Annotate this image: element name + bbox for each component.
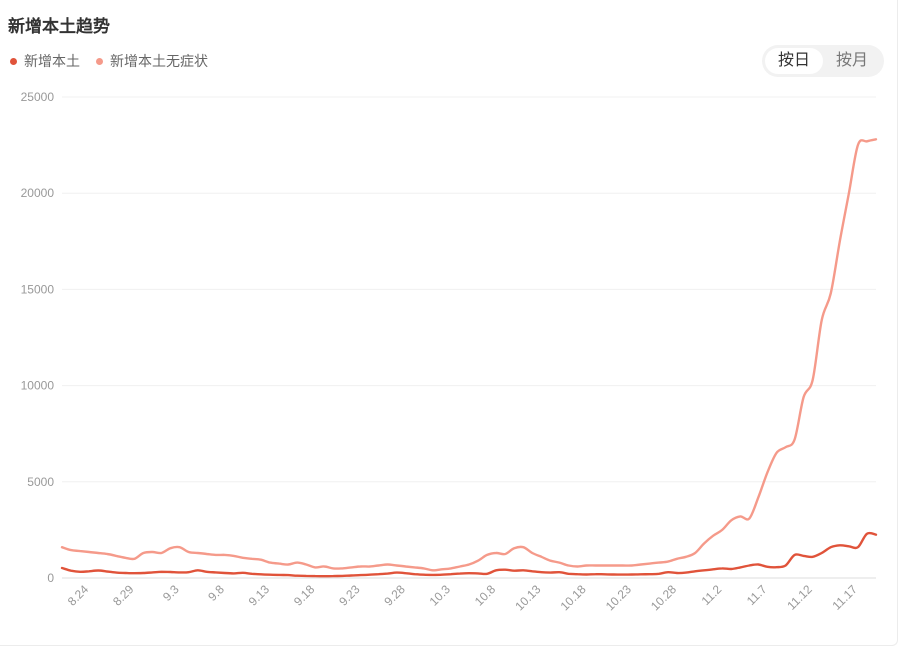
- x-tick-label: 11.2: [699, 582, 725, 608]
- y-tick-label: 0: [47, 571, 54, 585]
- legend-dot-local: [10, 57, 17, 65]
- x-tick-label: 8.29: [110, 582, 137, 609]
- legend-label-asymptomatic: 新增本土无症状: [110, 53, 208, 69]
- x-tick-label: 10.28: [648, 582, 679, 613]
- x-tick-label: 11.7: [744, 582, 770, 608]
- y-tick-label: 15000: [21, 282, 55, 296]
- period-toggle: 按日 按月: [762, 45, 884, 77]
- legend-dot-asymptomatic: [96, 57, 103, 65]
- x-tick-label: 11.17: [830, 582, 861, 613]
- legend-item-local[interactable]: 新增本土: [10, 51, 80, 71]
- by-month-button[interactable]: 按月: [835, 52, 868, 69]
- x-tick-label: 8.24: [65, 582, 92, 609]
- series-line-local: [60, 531, 878, 578]
- x-tick-label: 9.28: [381, 582, 408, 609]
- x-tick-label: 10.18: [558, 582, 589, 613]
- x-tick-label: 9.18: [291, 582, 318, 609]
- legend-label-local: 新增本土: [24, 53, 80, 69]
- x-tick-label: 9.13: [246, 582, 273, 609]
- y-tick-label: 10000: [21, 379, 55, 393]
- x-tick-label: 9.3: [160, 582, 182, 604]
- series-line-asymptomatic: [60, 138, 878, 572]
- x-tick-label: 9.23: [336, 582, 363, 609]
- x-tick-label: 10.8: [472, 582, 499, 609]
- chart-title: 新增本土趋势: [8, 17, 110, 36]
- x-tick-label: 10.3: [427, 582, 454, 609]
- x-tick-label: 9.8: [205, 582, 227, 604]
- by-day-button[interactable]: 按日: [765, 48, 823, 74]
- x-tick-label: 10.13: [512, 582, 543, 613]
- x-tick-label: 10.23: [603, 582, 634, 613]
- x-tick-label: 11.12: [784, 582, 815, 613]
- legend-item-asymptomatic[interactable]: 新增本土无症状: [96, 51, 208, 71]
- chart-legend: 新增本土 新增本土无症状: [10, 51, 208, 71]
- y-tick-label: 20000: [21, 186, 55, 200]
- y-tick-label: 25000: [21, 90, 55, 104]
- y-tick-label: 5000: [27, 475, 54, 489]
